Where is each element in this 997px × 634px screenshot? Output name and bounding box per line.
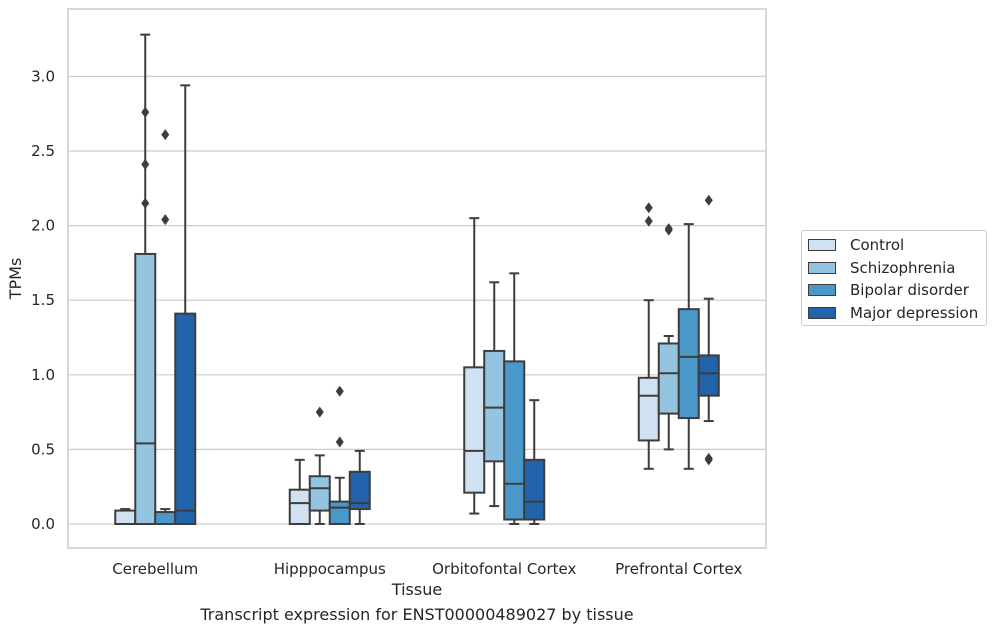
outlier-marker [161,129,170,141]
x-tick-label: Cerebellum [112,560,198,578]
box [677,308,700,420]
outlier-marker [704,194,713,206]
x-tick-label: Prefrontal Cortex [615,560,742,578]
y-tick-label: 1.5 [31,291,55,309]
box [657,342,680,415]
legend-item-major-depression: Major depression [808,303,978,323]
legend-label-bipolar: Bipolar disorder [850,281,969,299]
legend-swatch-schizophrenia [808,262,836,274]
chart-caption: Transcript expression for ENST0000048902… [200,605,634,624]
outlier-marker [141,197,150,209]
outlier-marker [141,158,150,170]
box [328,500,351,525]
legend-label-control: Control [850,236,905,254]
outlier-marker [335,436,344,448]
x-tick-label: Orbitofontal Cortex [432,560,576,578]
box [348,470,371,511]
y-axis-label: TPMs [6,258,25,301]
x-tick-label: Hipppocampus [274,560,386,578]
box [114,509,137,525]
box [154,511,177,526]
y-tick-label: 0.5 [31,440,55,458]
box [174,312,197,525]
y-tick-label: 0.0 [31,515,55,533]
outlier-marker [644,202,653,214]
plot-frame [67,8,767,549]
y-tick-label: 1.0 [31,366,55,384]
y-tick-label: 2.5 [31,142,55,160]
outlier-marker [141,106,150,118]
legend-label-major-depression: Major depression [850,304,979,322]
y-tick-label: 3.0 [31,67,55,85]
box [523,458,546,521]
box [288,488,311,525]
outlier-marker [704,452,713,464]
outlier-marker [664,223,673,235]
legend-swatch-major-depression [808,307,836,319]
legend-item-bipolar: Bipolar disorder [808,280,969,300]
outlier-marker [644,215,653,227]
box [503,360,526,521]
box [697,354,720,397]
x-axis-label: Tissue [391,580,442,599]
y-tick-label: 2.0 [31,217,55,235]
legend-item-control: Control [808,235,904,255]
legend-label-schizophrenia: Schizophrenia [850,259,956,277]
legend: Control Schizophrenia Bipolar disorder M… [801,230,987,326]
outlier-marker [335,385,344,397]
outlier-marker [315,406,324,418]
legend-swatch-control [808,239,836,251]
box [308,475,331,512]
box [134,252,157,525]
legend-swatch-bipolar [808,284,836,296]
box [463,366,486,494]
box [637,376,660,442]
legend-item-schizophrenia: Schizophrenia [808,258,955,278]
outlier-marker [161,214,170,226]
box [483,349,506,463]
